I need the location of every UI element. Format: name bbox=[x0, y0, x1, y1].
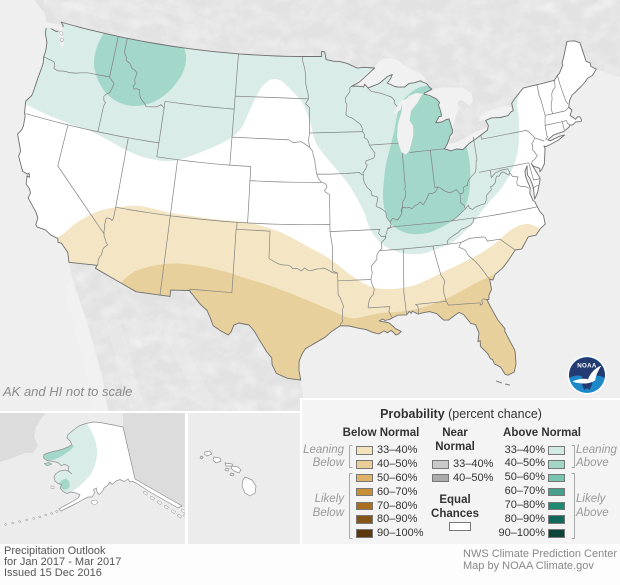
svg-text:NOAA: NOAA bbox=[577, 363, 597, 370]
